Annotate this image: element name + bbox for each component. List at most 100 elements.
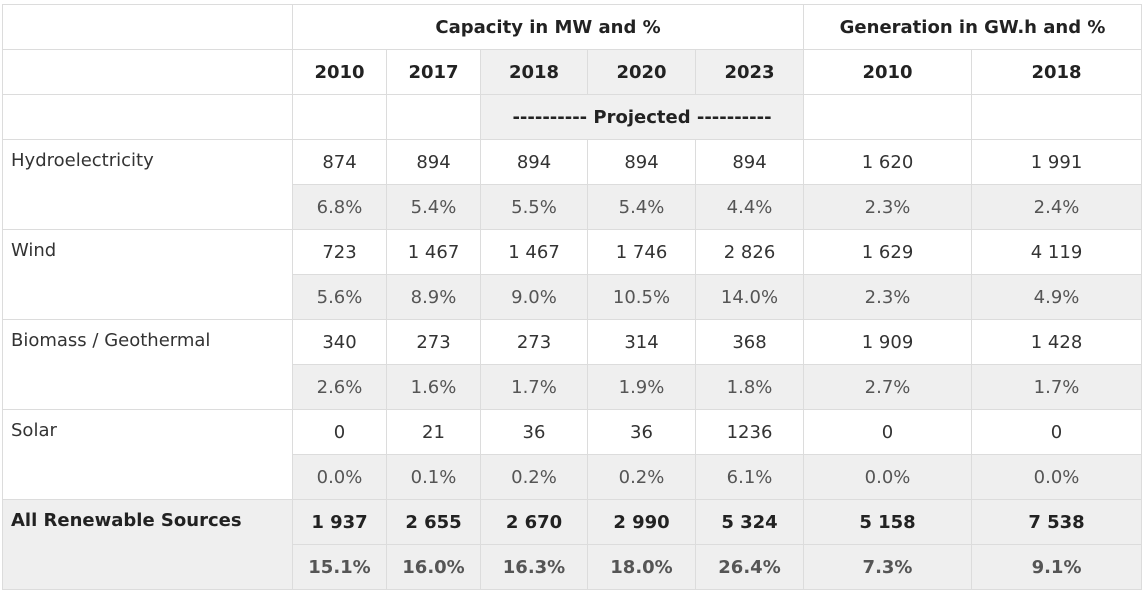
- value-cell: 2 990: [587, 499, 696, 545]
- percent-cell: 14.0%: [694, 274, 805, 320]
- value-cell: 1 746: [587, 229, 696, 275]
- value-cell: 5 324: [694, 499, 805, 545]
- table-row-percent: 5.6% 8.9% 9.0% 10.5% 14.0% 2.3% 4.9%: [3, 274, 1143, 320]
- row-label: Wind: [2, 229, 293, 320]
- percent-cell: 1.8%: [694, 364, 805, 410]
- table-row: Hydroelectricity 874 894 894 894 894 1 620 1 99…: [2, 139, 1143, 230]
- percent-cell: 5.4%: [386, 184, 481, 230]
- percent-cell: 26.4%: [694, 544, 805, 590]
- projected-corner: [2, 94, 293, 140]
- percent-cell: 4.9%: [971, 274, 1143, 320]
- percent-cell: 6.8%: [292, 184, 387, 230]
- blank-cell: [292, 94, 387, 140]
- percent-cell: 5.6%: [292, 274, 387, 320]
- value-cell: 4 119: [971, 229, 1143, 275]
- value-cell: 273: [386, 319, 481, 365]
- percent-cell: 0.1%: [386, 454, 481, 500]
- row-label: Biomass / Geothermal: [2, 319, 293, 410]
- percent-cell: 2.7%: [803, 364, 973, 410]
- percent-cell: 10.5%: [587, 274, 696, 320]
- percent-cell: 1.7%: [971, 364, 1143, 410]
- value-cell: 314: [587, 319, 696, 365]
- row-label: Hydroelectricity: [2, 139, 293, 230]
- value-cell: 1 467: [480, 229, 588, 275]
- value-cell: 1 620: [803, 139, 973, 185]
- value-cell: 2 670: [480, 499, 588, 545]
- value-cell: 0: [971, 409, 1143, 455]
- value-cell: 273: [480, 319, 588, 365]
- capacity-header: Capacity in MW and %: [291, 4, 805, 50]
- percent-cell: 16.0%: [386, 544, 481, 590]
- value-cell: 0: [803, 409, 973, 455]
- value-cell: 36: [587, 409, 696, 455]
- value-cell: 1236: [694, 409, 805, 455]
- percent-cell: 8.9%: [386, 274, 481, 320]
- table-row-percent: 0.0% 0.1% 0.2% 0.2% 6.1% 0.0% 0.0%: [3, 454, 1143, 500]
- percent-cell: 18.0%: [587, 544, 696, 590]
- table-row: All Renewable Sources 1 937 2 655 2 670 2 99…: [2, 499, 1143, 590]
- percent-cell: 5.4%: [587, 184, 696, 230]
- blank-cell: [971, 94, 1143, 140]
- value-cell: 723: [292, 229, 387, 275]
- year-cell: 2023: [694, 49, 805, 95]
- value-cell: 2 655: [386, 499, 481, 545]
- renewable-energy-table: Capacity in MW and % Generation in GW.h …: [2, 4, 1143, 590]
- value-cell: 36: [480, 409, 588, 455]
- percent-cell: 6.1%: [694, 454, 805, 500]
- value-cell: 1 467: [386, 229, 481, 275]
- year-cell: 2010: [803, 49, 973, 95]
- value-cell: 1 991: [971, 139, 1143, 185]
- value-cell: 874: [292, 139, 387, 185]
- percent-cell: 2.6%: [292, 364, 387, 410]
- projected-label: ---------- Projected ----------: [479, 94, 805, 140]
- percent-cell: 0.2%: [480, 454, 588, 500]
- percent-cell: 7.3%: [803, 544, 973, 590]
- value-cell: 2 826: [694, 229, 805, 275]
- year-cell: 2018: [480, 49, 588, 95]
- year-cell: 2010: [292, 49, 387, 95]
- value-cell: 7 538: [971, 499, 1143, 545]
- table-row: Solar 0 21 36 36 1236 0 0: [2, 409, 1143, 500]
- projected-row: ---------- Projected ----------: [2, 94, 1143, 140]
- percent-cell: 0.0%: [803, 454, 973, 500]
- percent-cell: 0.0%: [292, 454, 387, 500]
- year-cell: 2017: [386, 49, 481, 95]
- value-cell: 894: [587, 139, 696, 185]
- value-cell: 340: [292, 319, 387, 365]
- percent-cell: 0.0%: [971, 454, 1143, 500]
- percent-cell: 2.3%: [803, 184, 973, 230]
- value-cell: 1 629: [803, 229, 973, 275]
- percent-cell: 9.0%: [480, 274, 588, 320]
- row-label: All Renewable Sources: [2, 499, 293, 590]
- row-label: Solar: [2, 409, 293, 500]
- value-cell: 1 909: [803, 319, 973, 365]
- year-cell: 2018: [971, 49, 1143, 95]
- blank-cell: [803, 94, 973, 140]
- table-row-percent: 15.1% 16.0% 16.3% 18.0% 26.4% 7.3% 9.1%: [3, 544, 1143, 590]
- percent-cell: 5.5%: [480, 184, 588, 230]
- blank-cell: [386, 94, 481, 140]
- table-row-percent: 6.8% 5.4% 5.5% 5.4% 4.4% 2.3% 2.4%: [3, 184, 1143, 230]
- value-cell: 894: [694, 139, 805, 185]
- year-corner: [2, 49, 293, 95]
- value-cell: 0: [292, 409, 387, 455]
- year-cell: 2020: [587, 49, 696, 95]
- percent-cell: 2.3%: [803, 274, 973, 320]
- value-cell: 1 937: [292, 499, 387, 545]
- value-cell: 5 158: [803, 499, 973, 545]
- value-cell: 1 428: [971, 319, 1143, 365]
- percent-cell: 15.1%: [292, 544, 387, 590]
- value-cell: 368: [694, 319, 805, 365]
- header-year-row: 2010 2017 2018 2020 2023 2010 2018: [2, 49, 1143, 95]
- table-row: Biomass / Geothermal 340 273 273 314 368 1 909…: [2, 319, 1143, 410]
- percent-cell: 9.1%: [971, 544, 1143, 590]
- percent-cell: 1.9%: [587, 364, 696, 410]
- table-row: Wind 723 1 467 1 467 1 746 2 826 1 629 4 119: [2, 229, 1143, 320]
- generation-header: Generation in GW.h and %: [803, 4, 1143, 50]
- percent-cell: 4.4%: [694, 184, 805, 230]
- percent-cell: 1.7%: [480, 364, 588, 410]
- value-cell: 894: [386, 139, 481, 185]
- value-cell: 894: [480, 139, 588, 185]
- value-cell: 21: [386, 409, 481, 455]
- percent-cell: 0.2%: [587, 454, 696, 500]
